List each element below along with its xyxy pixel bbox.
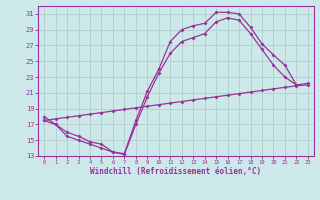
X-axis label: Windchill (Refroidissement éolien,°C): Windchill (Refroidissement éolien,°C) — [91, 167, 261, 176]
